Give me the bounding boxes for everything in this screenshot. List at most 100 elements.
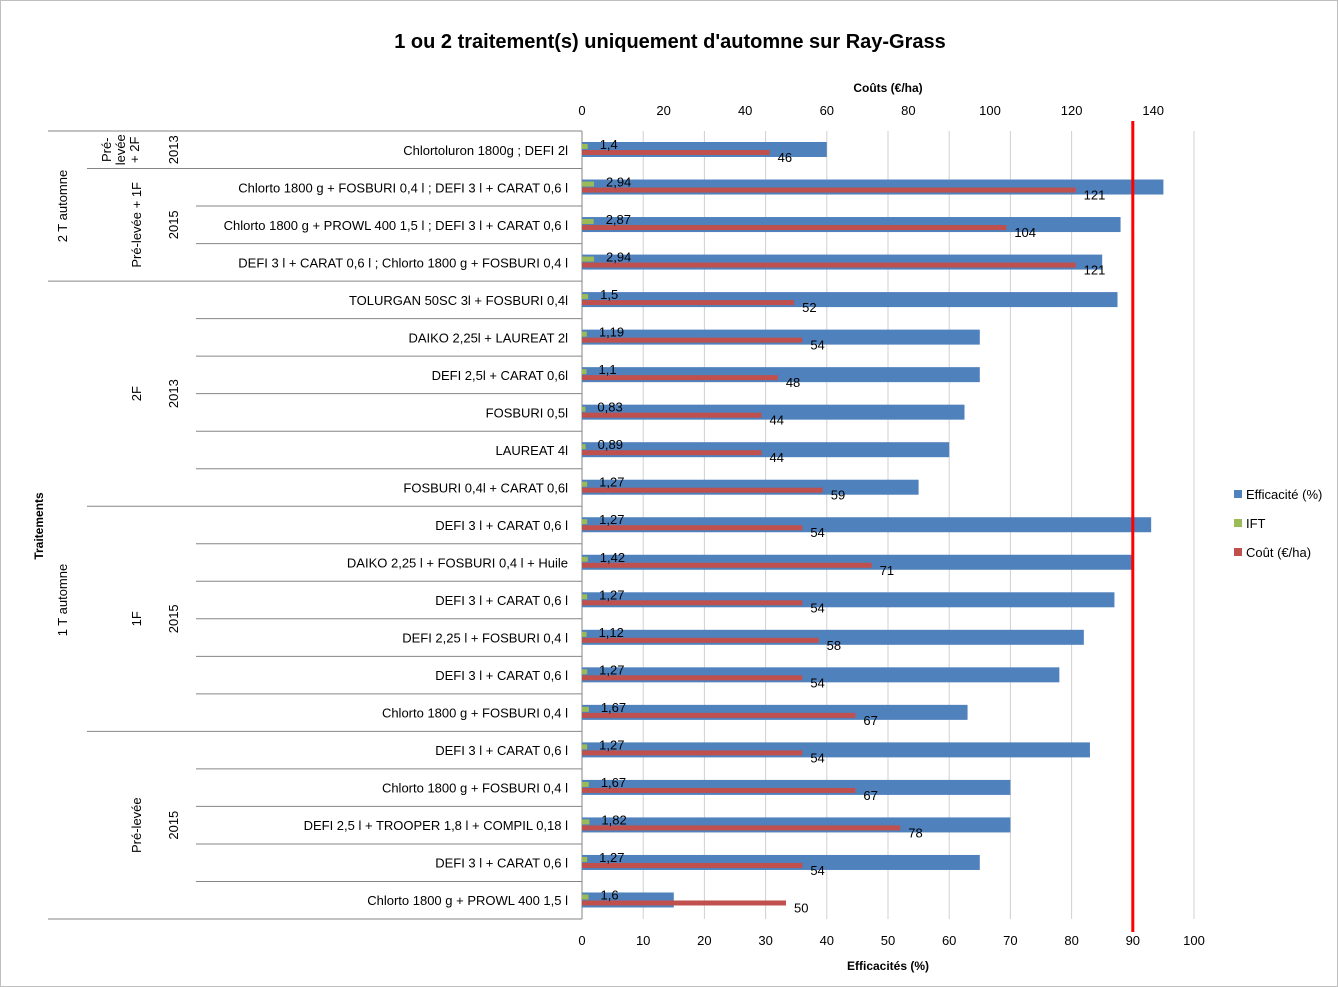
bar-cout (582, 225, 1007, 231)
data-label-cout: 104 (1014, 225, 1036, 240)
data-label-cout: 46 (778, 150, 792, 165)
data-label-cout: 54 (810, 600, 824, 615)
category-label: Chlorto 1800 g + FOSBURI 0,4 l (382, 781, 568, 796)
y-axis-title: Traitements (32, 492, 46, 560)
x2-axis-title: Coûts (€/ha) (853, 81, 922, 95)
x-tick-label: 80 (1064, 933, 1078, 948)
bar-ift (582, 856, 588, 862)
group-label-level2: Pré-levée + 1F (129, 182, 144, 268)
data-label-ift: 1,5 (600, 287, 618, 302)
x-tick-label: 70 (1003, 933, 1017, 948)
category-label: DEFI 2,5l + CARAT 0,6l (432, 368, 569, 383)
legend-label: IFT (1246, 516, 1266, 531)
data-label-cout: 54 (810, 863, 824, 878)
bar-ift (582, 294, 589, 300)
data-label-cout: 44 (770, 450, 784, 465)
category-label: DAIKO 2,25 l + FOSBURI 0,4 l + Huile (347, 556, 568, 571)
legend-swatch (1234, 519, 1242, 527)
bar-cout (582, 487, 823, 493)
x-tick-label: 20 (697, 933, 711, 948)
bar-cout (582, 862, 803, 868)
data-label-ift: 1,42 (600, 550, 625, 565)
x-tick-label: 0 (578, 933, 585, 948)
legend-swatch (1234, 490, 1242, 498)
data-label-ift: 0,83 (597, 400, 622, 415)
bar-ift (582, 181, 594, 187)
group-label-level2: Pré-levée+ 2F (99, 134, 142, 165)
bar-ift (582, 444, 586, 450)
category-axis: Chlortoluron 1800g ; DEFI 2l Chlorto 1800… (48, 130, 582, 920)
bar-ift (582, 556, 588, 562)
x-tick-label: 50 (881, 933, 895, 948)
group-label-level3: 2015 (166, 604, 181, 633)
data-label-ift: 0,89 (598, 437, 623, 452)
data-label-cout: 54 (810, 338, 824, 353)
data-label-ift: 1,1 (598, 362, 616, 377)
category-label: DAIKO 2,25l + LAUREAT 2l (408, 330, 568, 345)
data-label-ift: 1,27 (599, 850, 624, 865)
data-label-cout: 44 (770, 413, 784, 428)
x-tick-label: 30 (758, 933, 772, 948)
data-label-cout: 50 (794, 900, 808, 915)
bar-cout (582, 525, 803, 531)
data-label-cout: 78 (908, 825, 922, 840)
x2-tick-label: 0 (578, 103, 585, 118)
data-label-cout: 48 (786, 375, 800, 390)
bars-layer (582, 142, 1164, 908)
data-label-ift: 1,27 (599, 662, 624, 677)
data-label-ift: 1,4 (600, 137, 618, 152)
data-label-ift: 1,27 (599, 475, 624, 490)
bar-ift (582, 894, 589, 900)
group-label-level1: 1 T automne (55, 564, 70, 637)
x2-tick-label: 120 (1061, 103, 1083, 118)
bar-ift (582, 631, 587, 637)
x2-tick-label: 100 (979, 103, 1001, 118)
bar-cout (582, 262, 1076, 268)
data-label-ift: 1,6 (601, 887, 619, 902)
category-label: Chlortoluron 1800g ; DEFI 2l (403, 143, 568, 158)
category-label: DEFI 3 l + CARAT 0,6 l (435, 856, 568, 871)
bar-ift (582, 519, 588, 525)
data-labels-layer: 1,4 46 2,94 121 2,87 104 2,94 121 1,5 52 1,19 54 1,1… (597, 137, 1105, 915)
data-label-cout: 58 (827, 638, 841, 653)
bar-cout (582, 600, 803, 606)
bar-ift (582, 331, 587, 337)
data-label-ift: 2,94 (606, 250, 631, 265)
x-tick-label: 90 (1126, 933, 1140, 948)
bar-cout (582, 375, 778, 381)
category-label: DEFI 3 l + CARAT 0,6 l ; Chlorto 1800 g … (238, 255, 568, 270)
data-label-cout: 67 (863, 788, 877, 803)
category-label: Chlorto 1800 g + PROWL 400 1,5 l (367, 893, 568, 908)
category-label: FOSBURI 0,5l (486, 405, 568, 420)
legend-label: Efficacité (%) (1246, 487, 1322, 502)
category-label: FOSBURI 0,4l + CARAT 0,6l (403, 480, 568, 495)
group-label-level3: 2013 (166, 135, 181, 164)
data-label-ift: 1,27 (599, 737, 624, 752)
x-tick-label: 10 (636, 933, 650, 948)
bar-ift (582, 256, 594, 262)
data-label-ift: 2,87 (606, 212, 631, 227)
group-label-level3: 2015 (166, 811, 181, 840)
bar-ift (582, 594, 588, 600)
x2-tick-label: 20 (656, 103, 670, 118)
bar-cout (582, 675, 803, 681)
chart-title: 1 ou 2 traitement(s) uniquement d'automn… (394, 31, 946, 53)
category-label: DEFI 3 l + CARAT 0,6 l (435, 593, 568, 608)
category-label: Chlorto 1800 g + FOSBURI 0,4 l (382, 706, 568, 721)
x-axis-title: Efficacités (%) (847, 959, 929, 973)
x-tick-label: 60 (942, 933, 956, 948)
data-label-cout: 54 (810, 525, 824, 540)
data-label-ift: 1,27 (599, 512, 624, 527)
bar-ift (582, 744, 588, 750)
category-label: TOLURGAN 50SC 3l + FOSBURI 0,4l (349, 293, 568, 308)
data-label-cout: 121 (1084, 188, 1106, 203)
category-label: DEFI 2,25 l + FOSBURI 0,4 l (402, 631, 568, 646)
x2-tick-label: 140 (1142, 103, 1164, 118)
x2-tick-label: 40 (738, 103, 752, 118)
category-label: DEFI 3 l + CARAT 0,6 l (435, 518, 568, 533)
bar-cout (582, 637, 819, 643)
data-label-ift: 1,67 (601, 775, 626, 790)
group-label-level1: 2 T automne (55, 170, 70, 243)
category-label: DEFI 2,5 l + TROOPER 1,8 l + COMPIL 0,18… (304, 818, 569, 833)
